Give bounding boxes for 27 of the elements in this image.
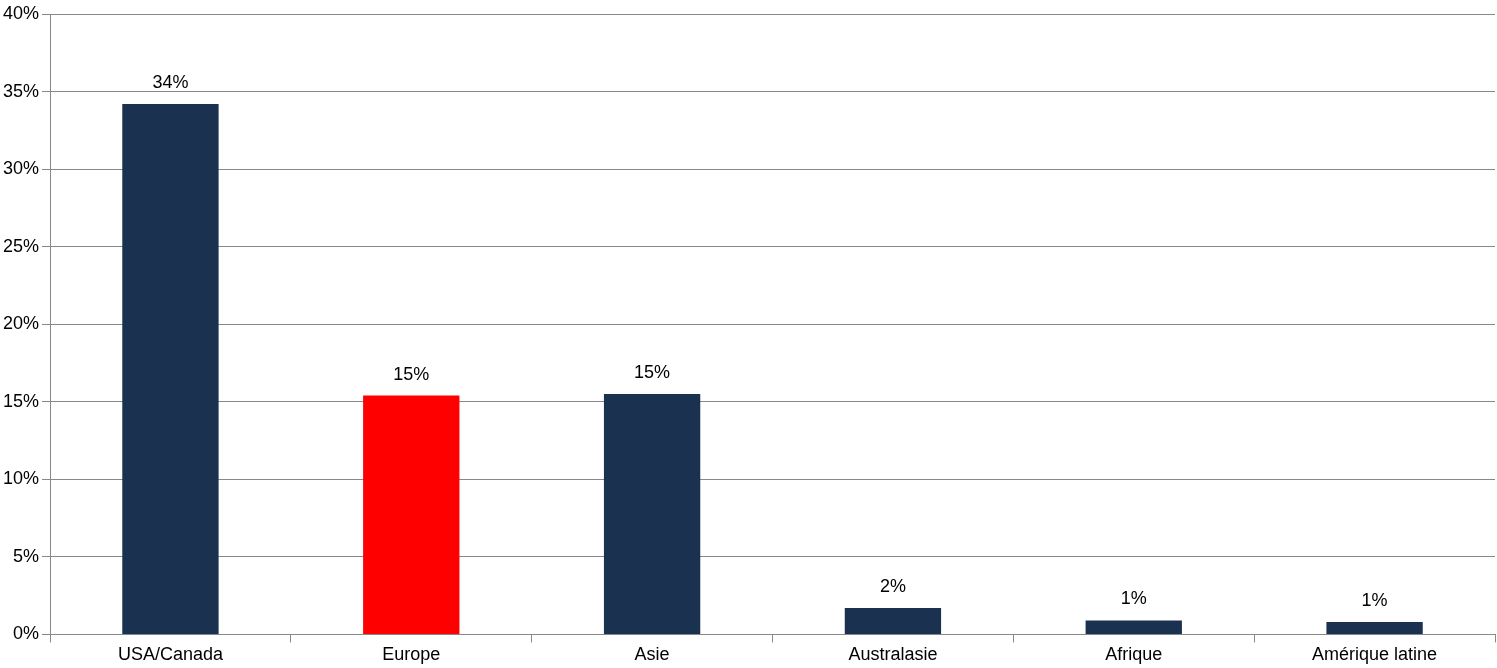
bar — [122, 103, 219, 634]
data-label: 15% — [393, 363, 430, 384]
y-tick-label: 5% — [13, 545, 40, 566]
data-label: 1% — [1361, 589, 1388, 610]
bar — [1326, 621, 1423, 634]
y-tick-label: 25% — [3, 235, 40, 256]
bar — [844, 608, 942, 634]
data-label: 1% — [1120, 588, 1147, 609]
bar — [1085, 620, 1182, 634]
y-tick-label: 30% — [3, 158, 40, 179]
x-tick-label: Australasie — [848, 644, 938, 665]
y-tick-label: 20% — [3, 313, 40, 334]
x-tick-label: Amérique latine — [1312, 644, 1438, 665]
y-tick-label: 15% — [3, 390, 40, 411]
y-tick-label: 35% — [3, 80, 40, 101]
x-tick-label: USA/Canada — [117, 644, 224, 665]
data-label: 15% — [634, 361, 671, 382]
x-tick-label: Asie — [634, 644, 670, 665]
bar — [603, 394, 701, 634]
y-tick-label: 0% — [13, 623, 40, 644]
y-tick-label: 40% — [3, 2, 40, 23]
x-tick-label: Europe — [382, 644, 441, 665]
bar — [363, 395, 460, 634]
data-label: 34% — [152, 71, 189, 92]
x-tick-label: Afrique — [1105, 644, 1163, 665]
y-tick-label: 10% — [3, 468, 40, 489]
data-label: 2% — [879, 576, 906, 596]
